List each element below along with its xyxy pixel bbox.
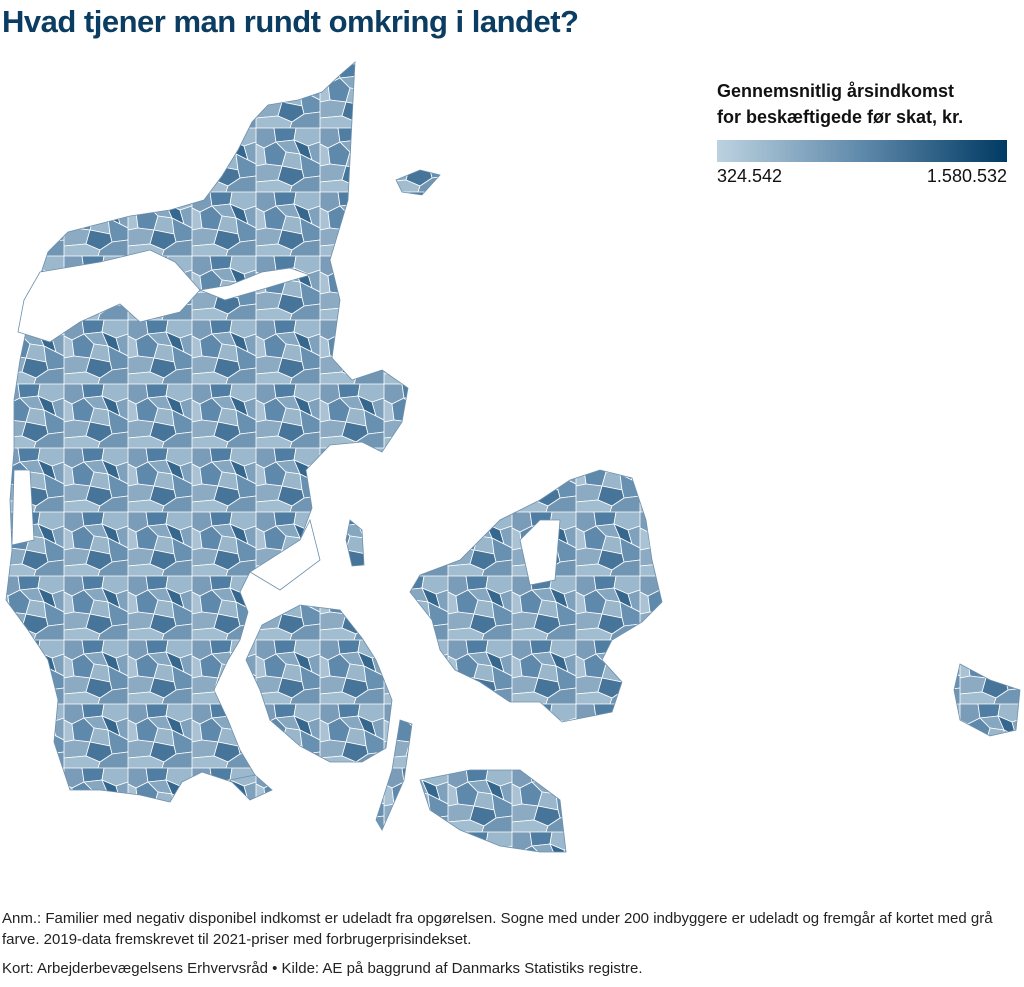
laeso — [395, 169, 441, 196]
lolland-falster — [419, 769, 567, 853]
samso — [345, 519, 365, 567]
jutland — [5, 61, 409, 803]
langeland — [375, 719, 413, 831]
vejle-fjord — [249, 518, 321, 591]
note: Anm.: Familier med negativ disponibel in… — [2, 910, 993, 948]
bornholm — [953, 663, 1021, 737]
funen — [245, 604, 393, 763]
legend-title-line: for beskæftigede før skat, kr. — [717, 107, 964, 127]
limfjord-east — [198, 267, 312, 301]
fjords — [11, 249, 561, 591]
legend-min: 324.542 — [717, 166, 782, 186]
legend-gradient — [717, 140, 1007, 162]
notes: Anm.: Familier med negativ disponibel in… — [2, 908, 1022, 987]
zealand — [409, 469, 663, 723]
title: Hvad tjener man rundt omkring i landet? — [2, 4, 579, 39]
legend-max: 1.580.532 — [927, 166, 1007, 186]
legend-title: Gennemsnitlig årsindkomst for beskæftige… — [717, 78, 963, 130]
limfjord — [17, 249, 201, 343]
als — [229, 774, 273, 801]
ringkobing-fjord — [11, 469, 35, 546]
isefjord — [519, 519, 561, 586]
legend-title-line: Gennemsnitlig årsindkomst — [717, 81, 955, 101]
map: 324.542 1.580.532 — [5, 61, 1021, 853]
land — [5, 61, 1021, 853]
source: Kort: Arbejderbevægelsens Erhvervsråd • … — [2, 960, 643, 977]
